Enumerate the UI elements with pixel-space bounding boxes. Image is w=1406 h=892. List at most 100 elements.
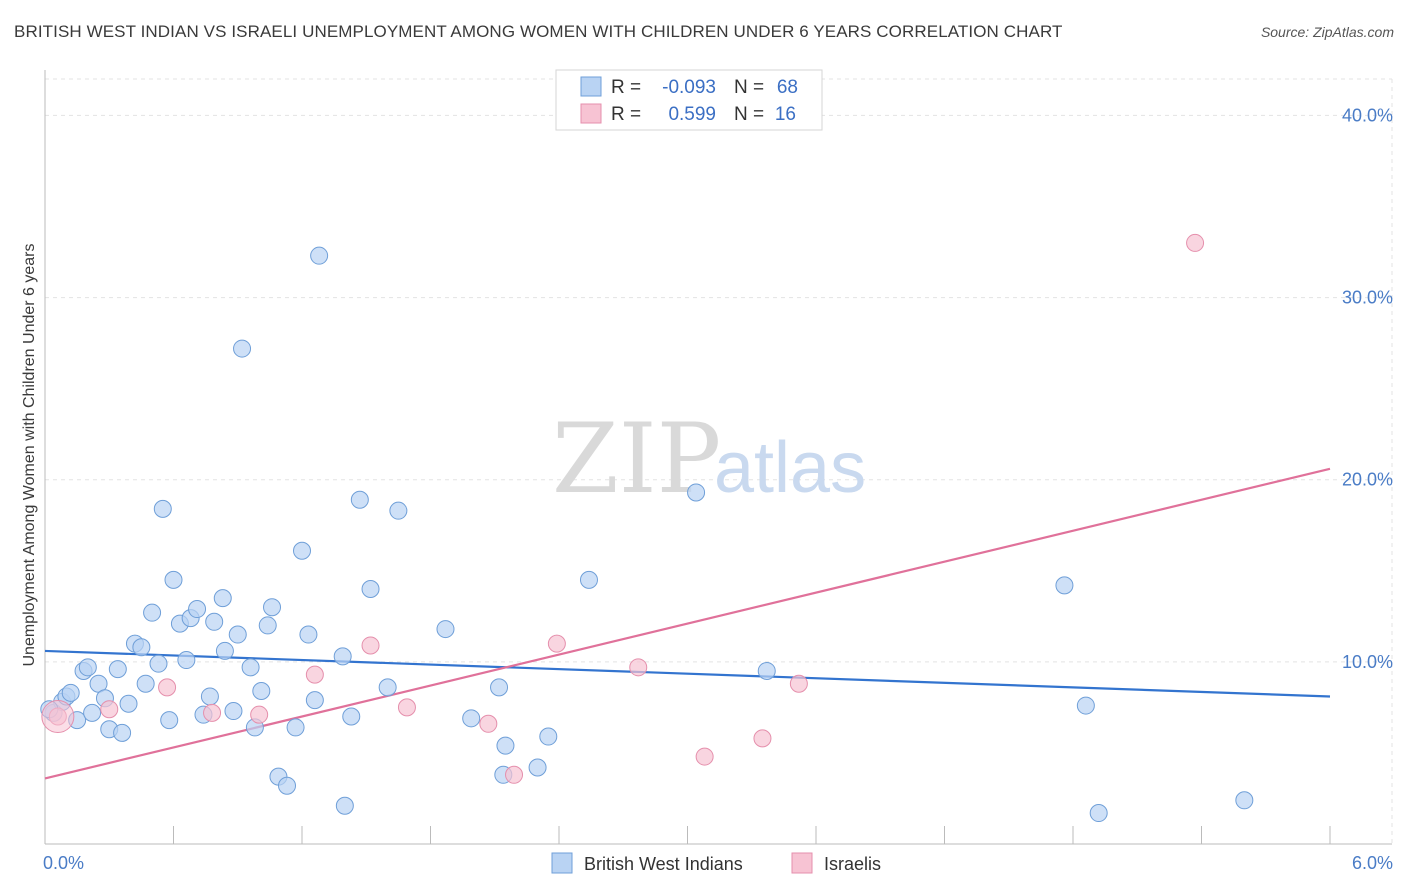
point-blue-27 — [200, 687, 219, 706]
point-blue-62 — [757, 661, 776, 680]
legend-label-british-west-indians: British West Indians — [584, 854, 743, 874]
point-blue-64 — [1076, 696, 1095, 715]
data-points — [40, 233, 1254, 823]
y-tick-label-3: 40.0% — [1342, 105, 1393, 125]
point-pink-9 — [505, 765, 524, 784]
point-pink-8 — [479, 714, 498, 733]
trend-line-pink — [44, 467, 1331, 780]
point-blue-29 — [213, 589, 232, 608]
point-blue-25 — [188, 600, 207, 619]
chart-title: BRITISH WEST INDIAN VS ISRAELI UNEMPLOYM… — [14, 22, 1063, 41]
watermark-atlas: atlas — [714, 428, 866, 508]
point-blue-38 — [263, 598, 282, 617]
y-tick-label-0: 10.0% — [1342, 652, 1393, 672]
point-blue-65 — [1089, 804, 1108, 823]
point-blue-12 — [113, 723, 132, 742]
point-pink-2 — [158, 678, 177, 697]
point-blue-57 — [496, 736, 515, 755]
stats-r-label-blue: R = — [611, 77, 641, 98]
point-blue-28 — [205, 612, 224, 631]
point-blue-19 — [153, 499, 172, 518]
stats-n-value-pink: 16 — [775, 104, 796, 125]
point-pink-13 — [753, 729, 772, 748]
point-pink-5 — [305, 665, 324, 684]
point-pink-7 — [397, 698, 416, 717]
point-blue-43 — [299, 625, 318, 644]
stats-n-value-blue: 68 — [777, 77, 798, 98]
legend-swatch-british-west-indians — [551, 852, 573, 874]
point-pink-15 — [1186, 233, 1205, 252]
point-blue-44 — [305, 691, 324, 710]
point-blue-32 — [228, 625, 247, 644]
stats-r-value-pink: 0.599 — [668, 104, 716, 125]
point-blue-7 — [83, 703, 102, 722]
legend-swatch-israelis — [791, 852, 813, 874]
point-pink-3 — [203, 703, 222, 722]
point-blue-31 — [224, 702, 243, 721]
stats-n-label-pink: N = — [734, 104, 764, 125]
point-blue-55 — [490, 678, 509, 697]
point-blue-41 — [286, 718, 305, 737]
point-blue-20 — [160, 711, 179, 730]
x-tick-label-0: 0.0% — [43, 853, 84, 873]
point-blue-58 — [528, 758, 547, 777]
point-pink-10 — [547, 634, 566, 653]
point-blue-47 — [335, 796, 354, 815]
point-blue-48 — [342, 707, 361, 726]
point-pink-12 — [695, 747, 714, 766]
point-pink-14 — [789, 674, 808, 693]
point-pink-4 — [250, 705, 269, 724]
point-blue-23 — [177, 651, 196, 670]
legend: British West Indians Israelis — [551, 852, 881, 874]
point-blue-37 — [258, 616, 277, 635]
point-blue-49 — [350, 490, 369, 509]
source-label: Source: ZipAtlas.com — [1260, 24, 1394, 40]
tick-labels: 10.0% 20.0% 30.0% 40.0% 0.0% 6.0% — [43, 105, 1393, 873]
stats-box: R = -0.093 N = 68 R = 0.599 N = 16 — [555, 69, 823, 131]
stats-swatch-pink — [580, 103, 602, 124]
point-blue-63 — [1055, 576, 1074, 595]
point-blue-6 — [78, 658, 97, 677]
point-blue-15 — [132, 638, 151, 657]
point-blue-21 — [164, 570, 183, 589]
point-blue-45 — [310, 246, 329, 265]
point-blue-66 — [1235, 791, 1254, 810]
stats-n-label-blue: N = — [734, 77, 764, 98]
watermark: ZIP atlas — [552, 403, 866, 515]
point-blue-59 — [539, 727, 558, 746]
point-blue-33 — [233, 339, 252, 358]
x-tick-label-1: 6.0% — [1352, 853, 1393, 873]
point-pink-11 — [629, 658, 648, 677]
stats-r-value-blue: -0.093 — [662, 77, 716, 98]
stats-swatch-blue — [580, 76, 602, 97]
point-blue-3 — [61, 683, 80, 702]
point-blue-42 — [293, 541, 311, 560]
point-blue-40 — [278, 776, 297, 795]
point-blue-54 — [462, 709, 481, 728]
point-blue-52 — [378, 678, 397, 697]
point-blue-18 — [149, 654, 168, 673]
point-blue-16 — [136, 674, 155, 693]
point-blue-11 — [108, 660, 127, 679]
point-blue-30 — [215, 641, 234, 660]
legend-label-israelis: Israelis — [824, 854, 881, 874]
point-blue-51 — [389, 501, 408, 520]
point-blue-46 — [333, 647, 352, 666]
point-blue-34 — [241, 658, 260, 677]
y-tick-label-2: 30.0% — [1342, 288, 1393, 308]
point-blue-17 — [143, 603, 162, 622]
point-blue-60 — [579, 570, 598, 589]
point-blue-53 — [436, 620, 455, 639]
point-blue-36 — [252, 682, 271, 700]
y-tick-label-1: 20.0% — [1342, 470, 1393, 490]
trend-lines — [44, 467, 1331, 780]
point-pink-1 — [100, 700, 119, 719]
point-blue-61 — [687, 483, 706, 502]
y-axis-label: Unemployment Among Women with Children U… — [21, 243, 38, 666]
point-pink-6 — [361, 636, 380, 655]
stats-r-label-pink: R = — [611, 104, 641, 125]
trend-line-blue — [44, 649, 1331, 698]
point-pink-cluster — [41, 700, 75, 733]
point-blue-13 — [119, 694, 138, 713]
